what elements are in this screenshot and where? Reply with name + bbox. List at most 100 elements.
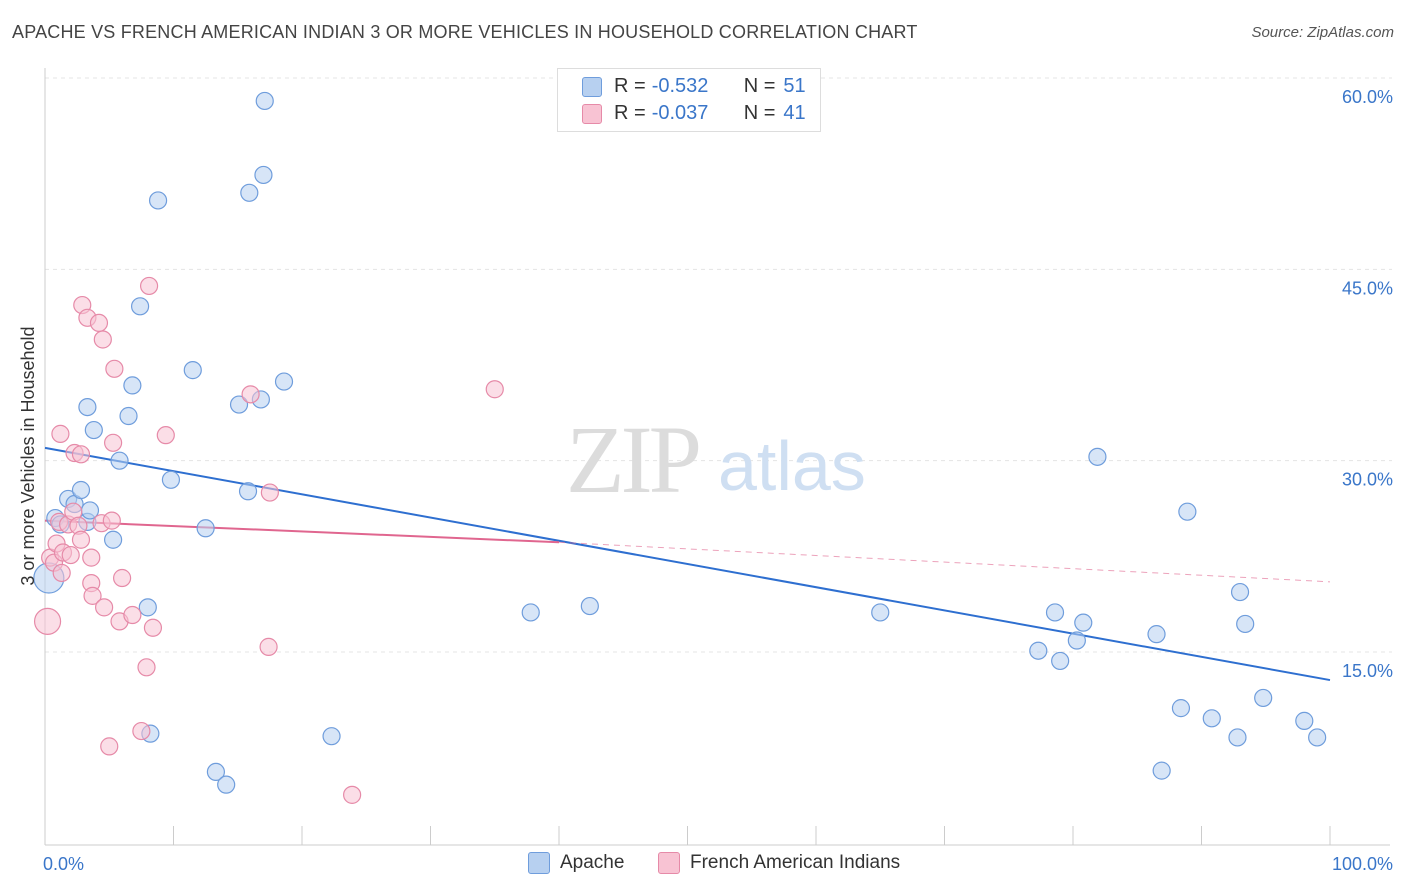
legend-item-french[interactable]: French American Indians bbox=[658, 852, 900, 874]
french-point bbox=[132, 721, 151, 741]
apache-point bbox=[240, 183, 259, 202]
watermark-zip: ZIP bbox=[566, 406, 699, 513]
correlation-legend: R = -0.532 N = 51 R = -0.037 N = 41 bbox=[557, 68, 821, 132]
french-point bbox=[71, 445, 91, 464]
apache-point bbox=[1230, 582, 1250, 602]
french-point bbox=[71, 530, 91, 549]
trend-layer bbox=[44, 446, 1331, 682]
french-point bbox=[105, 359, 124, 378]
apache-point bbox=[183, 361, 202, 380]
apache-point bbox=[871, 603, 890, 622]
apache-point bbox=[84, 420, 103, 440]
watermark: ZIP atlas bbox=[566, 406, 866, 513]
apache-point bbox=[274, 372, 294, 391]
french-point bbox=[102, 511, 121, 530]
apache-point bbox=[238, 482, 258, 501]
apache-point bbox=[78, 397, 97, 417]
legend-row-apache: R = -0.532 N = 51 bbox=[582, 75, 806, 98]
points-layer bbox=[33, 91, 1327, 804]
apache-swatch bbox=[582, 76, 602, 97]
apache-point bbox=[1254, 688, 1273, 708]
french-point bbox=[139, 276, 159, 296]
french-point bbox=[260, 483, 279, 502]
series-legend: Apache French American Indians bbox=[0, 852, 1406, 878]
french-trendline-extension bbox=[558, 541, 1331, 583]
apache-point bbox=[138, 598, 157, 617]
apache-point bbox=[104, 530, 123, 549]
french-point bbox=[123, 605, 142, 625]
french-point bbox=[485, 380, 504, 399]
french-legend-swatch bbox=[658, 852, 680, 874]
apache-point bbox=[1178, 502, 1197, 521]
r-value: -0.037 bbox=[651, 102, 709, 124]
french-point bbox=[52, 563, 71, 583]
apache-point bbox=[1228, 728, 1247, 747]
french-point bbox=[241, 385, 260, 404]
watermark-atlas: atlas bbox=[718, 427, 866, 505]
apache-point bbox=[119, 406, 138, 426]
apache-point bbox=[161, 470, 181, 489]
apache-point bbox=[196, 519, 215, 538]
apache-point bbox=[254, 165, 273, 185]
apache-legend-label: Apache bbox=[560, 852, 625, 873]
apache-point bbox=[1147, 625, 1166, 644]
french-point bbox=[343, 785, 362, 804]
labels-layer: 15.0% 30.0% 45.0% 60.0% 0.0% 100.0% 3 or more … bbox=[18, 87, 1393, 874]
chart-title: APACHE VS FRENCH AMERICAN INDIAN 3 OR MO… bbox=[12, 22, 918, 42]
french-point bbox=[259, 637, 278, 656]
n-value: 51 bbox=[783, 75, 806, 97]
apache-point bbox=[1236, 614, 1255, 634]
apache-point bbox=[1029, 641, 1048, 660]
apache-trendline bbox=[44, 446, 1331, 682]
french-point bbox=[112, 568, 132, 588]
french-point bbox=[104, 433, 123, 452]
axes-layer bbox=[44, 68, 1390, 846]
x-tick-label: 0.0% bbox=[43, 854, 84, 874]
r-label: R = bbox=[614, 102, 646, 124]
grid-layer bbox=[45, 77, 1392, 653]
apache-point bbox=[123, 376, 142, 395]
french-point bbox=[137, 658, 156, 677]
n-value: 41 bbox=[783, 102, 806, 124]
y-tick-label: 60.0% bbox=[1342, 87, 1393, 107]
apache-legend-swatch bbox=[528, 852, 550, 874]
source-credit: Source: ZipAtlas.com bbox=[1251, 24, 1394, 41]
french-legend-label: French American Indians bbox=[690, 852, 901, 873]
y-tick-label: 30.0% bbox=[1342, 470, 1393, 490]
n-label: N = bbox=[743, 102, 776, 124]
french-point bbox=[95, 598, 114, 617]
apache-point bbox=[1088, 447, 1107, 466]
apache-point bbox=[1308, 728, 1327, 747]
french-point bbox=[89, 313, 109, 333]
french-point bbox=[61, 545, 80, 565]
n-label: N = bbox=[743, 75, 776, 97]
apache-point bbox=[206, 762, 226, 782]
french-point bbox=[83, 586, 102, 605]
apache-point bbox=[130, 297, 150, 316]
r-value: -0.532 bbox=[651, 75, 709, 97]
french-point bbox=[82, 548, 101, 567]
apache-point bbox=[1171, 699, 1191, 718]
apache-point bbox=[1051, 651, 1070, 671]
french-point bbox=[143, 618, 163, 637]
apache-point bbox=[148, 191, 168, 210]
apache-point bbox=[255, 91, 274, 111]
apache-point bbox=[229, 395, 249, 414]
x-tick-label: 100.0% bbox=[1332, 854, 1393, 874]
apache-point bbox=[1067, 631, 1086, 650]
french-swatch bbox=[582, 103, 602, 124]
apache-point bbox=[110, 451, 129, 470]
apache-point bbox=[521, 603, 540, 622]
r-label: R = bbox=[614, 75, 646, 97]
y-tick-label: 45.0% bbox=[1342, 278, 1393, 298]
french-point bbox=[93, 330, 112, 349]
y-tick-label: 15.0% bbox=[1342, 661, 1393, 681]
apache-point bbox=[1202, 709, 1221, 728]
legend-item-apache[interactable]: Apache bbox=[528, 852, 624, 874]
apache-point bbox=[1074, 613, 1093, 632]
apache-point bbox=[580, 596, 599, 616]
apache-point bbox=[1045, 603, 1065, 622]
apache-point bbox=[1152, 761, 1171, 780]
y-axis-label: 3 or more Vehicles in Household bbox=[18, 326, 38, 585]
